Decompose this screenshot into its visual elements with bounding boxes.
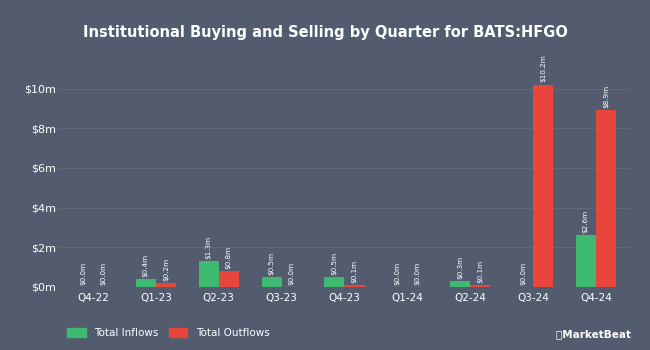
Bar [533,85,553,287]
Text: ⼿​MarketBeat: ⼿​MarketBeat [556,329,630,340]
Text: $2.6m: $2.6m [583,210,589,233]
Legend: Total Inflows, Total Outflows: Total Inflows, Total Outflows [64,325,272,341]
Text: $0.1m: $0.1m [352,259,358,283]
Text: $0.0m: $0.0m [395,261,400,285]
Text: $0.2m: $0.2m [163,258,169,281]
Bar [156,283,176,287]
Bar [324,277,345,287]
Text: $0.8m: $0.8m [226,246,232,269]
Text: $0.3m: $0.3m [457,256,463,279]
Text: Institutional Buying and Selling by Quarter for BATS:HFGO: Institutional Buying and Selling by Quar… [83,25,567,40]
Text: $8.9m: $8.9m [603,85,609,108]
Bar [136,279,156,287]
Bar [199,261,219,287]
Text: $0.0m: $0.0m [100,261,106,285]
Text: $0.0m: $0.0m [289,261,294,285]
Text: $0.5m: $0.5m [332,252,337,275]
Text: $1.3m: $1.3m [206,236,212,259]
Text: $0.0m: $0.0m [80,261,86,285]
Text: $0.0m: $0.0m [520,261,526,285]
Bar [576,236,596,287]
Text: $10.2m: $10.2m [540,55,546,82]
Bar [470,285,490,287]
Bar [261,277,281,287]
Text: $0.1m: $0.1m [477,259,483,283]
Text: $0.0m: $0.0m [415,261,421,285]
Text: $0.4m: $0.4m [143,253,149,277]
Text: $0.5m: $0.5m [268,252,274,275]
Bar [219,271,239,287]
Bar [450,281,470,287]
Bar [596,111,616,287]
Bar [344,285,365,287]
